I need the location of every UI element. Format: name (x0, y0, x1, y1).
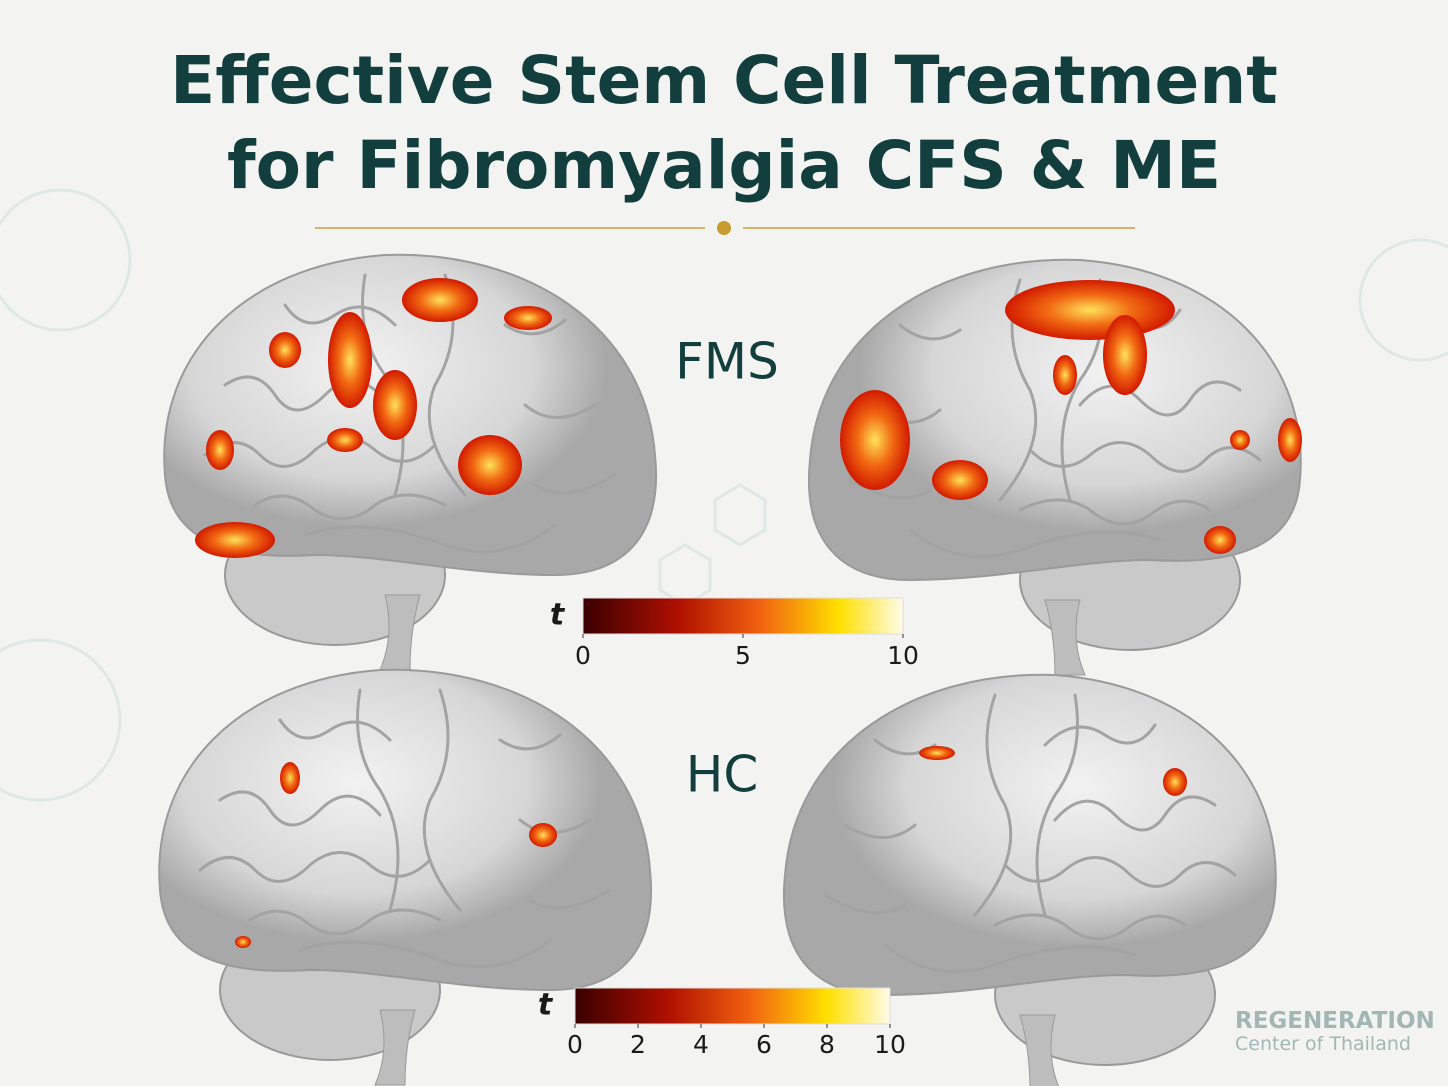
tick-label: 0 (567, 1030, 583, 1059)
tick-label: 6 (756, 1030, 772, 1059)
colorbar-label: t (538, 988, 554, 1023)
tick-label: 2 (630, 1030, 646, 1059)
tick-label: 0 (575, 641, 591, 670)
background-decor (0, 188, 1448, 802)
group-label: HC (686, 746, 759, 804)
title-line: for Fibromyalgia CFS & ME (227, 127, 1221, 204)
logo-name: REGENERATION (1235, 1008, 1435, 1034)
colorbar (574, 987, 891, 1025)
colorbar (582, 597, 904, 635)
tick-label: 10 (874, 1030, 906, 1059)
activation-blobs (195, 278, 1302, 948)
colorbar-label: t (550, 598, 566, 633)
tick-label: 4 (693, 1030, 709, 1059)
brain-image (162, 253, 658, 672)
title-line: Effective Stem Cell Treatment (170, 42, 1278, 119)
logo: REGENERATION Center of Thailand (1235, 1008, 1435, 1055)
tick-label: 8 (819, 1030, 835, 1059)
tick-label: 5 (735, 641, 751, 670)
divider (315, 221, 1135, 235)
logo-tagline: Center of Thailand (1235, 1033, 1411, 1055)
tick-label: 10 (887, 641, 919, 670)
group-label: FMS (675, 333, 779, 391)
